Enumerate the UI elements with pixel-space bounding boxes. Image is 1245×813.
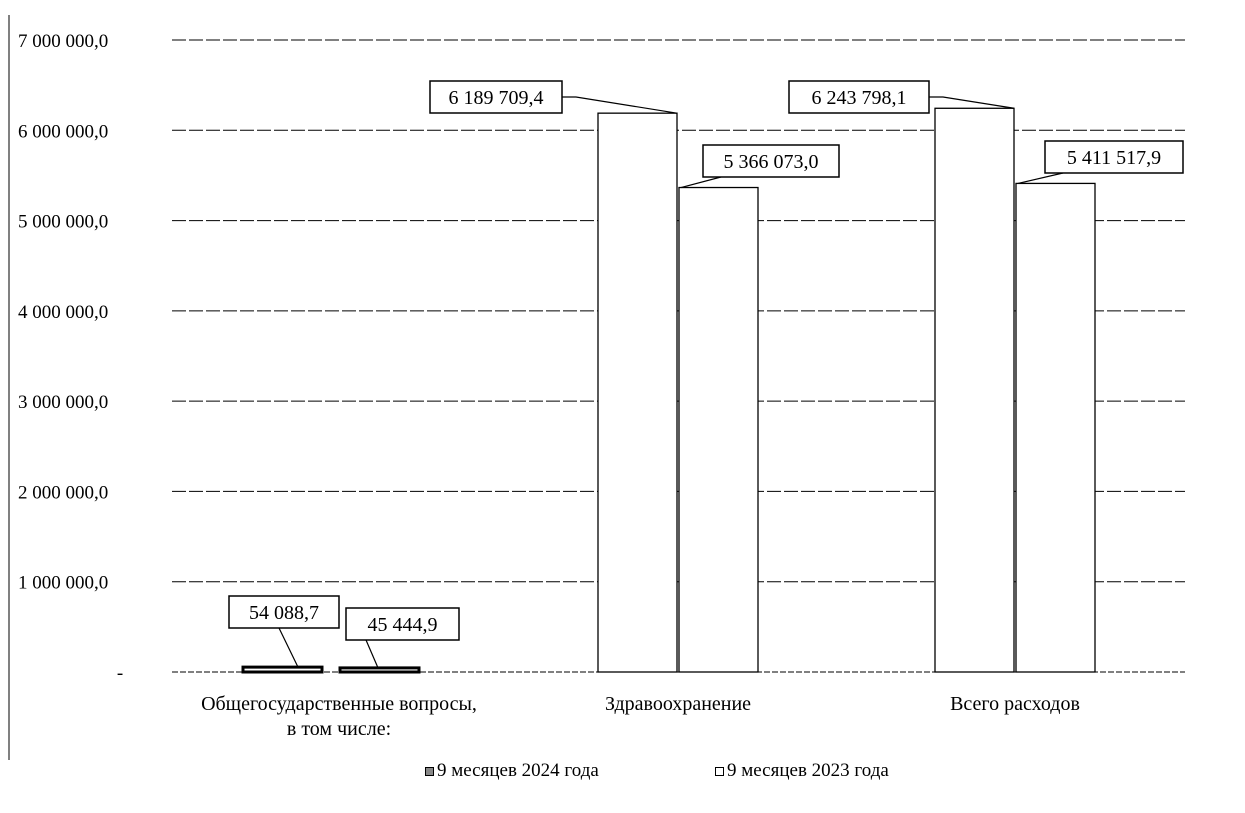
data-label: 5 411 517,9	[1067, 147, 1161, 169]
bar-2023	[678, 186, 759, 673]
data-label-leader	[929, 96, 1015, 109]
data-label: 45 444,9	[368, 614, 438, 636]
data-label: 54 088,7	[249, 602, 319, 624]
legend-swatch-2024	[425, 766, 434, 776]
bar-2023	[1015, 182, 1096, 673]
data-label-leader	[1017, 172, 1064, 185]
data-label-box	[1044, 140, 1184, 174]
data-label-box	[228, 595, 340, 629]
bar-2023	[338, 666, 421, 674]
legend-item-2024: 9 месяцев 2024 года	[425, 760, 599, 782]
legend-item-2023: 9 месяцев 2023 года	[715, 760, 889, 782]
y-tick-label: 6 000 000,0	[18, 121, 108, 142]
y-tick-label: 1 000 000,0	[18, 573, 108, 594]
data-label-leader	[562, 96, 678, 114]
legend-label-2023: 9 месяцев 2023 года	[727, 760, 889, 781]
legend-label-2024: 9 месяцев 2024 года	[437, 760, 599, 781]
data-label-box	[429, 80, 563, 114]
data-label-leader	[278, 627, 299, 668]
data-label: 6 189 709,4	[449, 87, 544, 109]
legend-swatch-2023	[715, 766, 724, 776]
data-label: 5 366 073,0	[724, 151, 819, 173]
chart-legend: 9 месяцев 2024 года 9 месяцев 2023 года	[0, 760, 1245, 790]
chart-plot: - 1 000 000,0 2 000 000,0 3 000 000,0 4 000 …	[8, 15, 1185, 760]
data-label-leader	[365, 639, 379, 669]
data-label: 6 243 798,1	[812, 87, 907, 109]
data-label-box	[345, 607, 460, 641]
data-label-box	[788, 80, 930, 114]
category-label: Общегосударственные вопросы,	[201, 693, 477, 715]
y-tick-label: 4 000 000,0	[18, 302, 108, 323]
bar-2024	[597, 112, 678, 673]
category-label: Всего расходов	[950, 693, 1080, 715]
category-label: Здравоохранение	[605, 693, 751, 715]
y-tick-label: 2 000 000,0	[18, 482, 108, 503]
y-tick-label: 7 000 000,0	[18, 31, 108, 52]
bar-2024	[934, 107, 1015, 673]
data-label-box	[702, 144, 840, 178]
bar-2024	[241, 665, 324, 674]
category-label: в том числе:	[287, 718, 391, 740]
y-tick-label: 5 000 000,0	[18, 212, 108, 233]
y-tick-label: -	[117, 663, 123, 684]
data-label-leader	[680, 176, 722, 189]
y-tick-label: 3 000 000,0	[18, 392, 108, 413]
